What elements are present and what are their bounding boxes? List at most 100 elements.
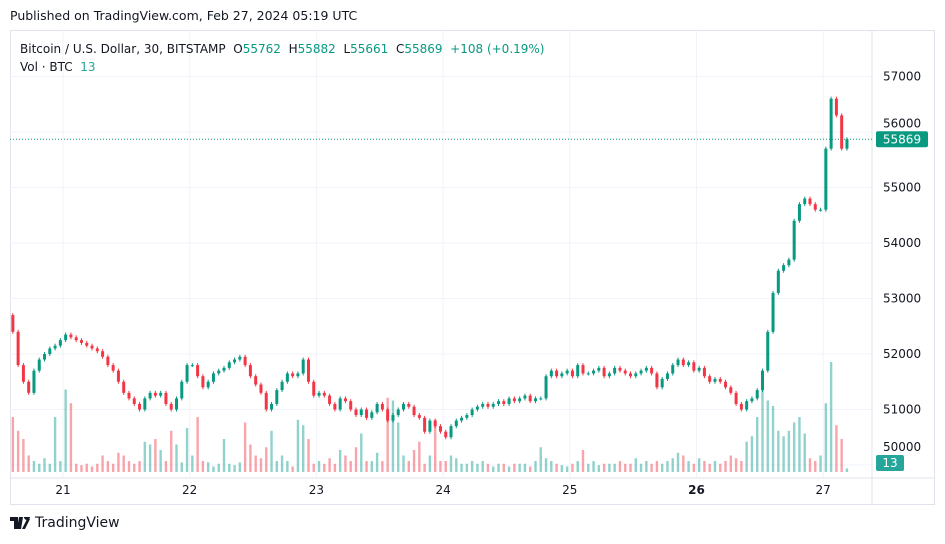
volume-bar (370, 461, 374, 472)
candle (53, 345, 57, 349)
close-label: C (395, 42, 405, 56)
candle (581, 365, 585, 374)
volume-bar (259, 458, 263, 472)
tradingview-logo[interactable]: TradingView (10, 515, 120, 531)
volume-bar (32, 461, 36, 472)
volume-bar (138, 461, 141, 472)
candle (391, 415, 395, 421)
candle (222, 367, 226, 371)
volume-bar (845, 468, 849, 472)
price-tick-label: 50000 (883, 440, 921, 454)
volume-bar (27, 455, 30, 472)
candle (159, 392, 163, 396)
volume-bar (265, 447, 268, 472)
volume-bar (613, 463, 616, 472)
candle (650, 367, 654, 374)
volume-bar (423, 463, 426, 472)
volume-bar (270, 430, 273, 472)
candle (475, 406, 479, 410)
volume-bar (212, 466, 215, 472)
volume-bar (148, 444, 152, 472)
volume-bar (729, 455, 733, 472)
last-volume-badge (876, 455, 904, 471)
candle (127, 392, 131, 399)
volume-bar (391, 400, 395, 472)
candle (122, 381, 126, 393)
volume-bar (328, 458, 331, 472)
volume-bar (708, 463, 711, 472)
chart-frame[interactable] (10, 30, 935, 505)
volume-bar (48, 463, 52, 472)
volume-bar (249, 444, 252, 472)
volume-bar (666, 461, 669, 472)
candle (248, 365, 252, 377)
candle (623, 370, 627, 374)
candle (607, 373, 611, 377)
volume-bar (228, 463, 231, 472)
candle (549, 370, 553, 377)
volume-bar (829, 362, 833, 472)
candle (687, 362, 691, 366)
candle (349, 401, 353, 410)
volume-bar (164, 461, 168, 472)
candle (407, 403, 411, 407)
candle (724, 381, 728, 388)
candle (27, 381, 31, 393)
candle (74, 337, 78, 341)
price-tick-label: 56000 (883, 116, 921, 130)
candle (69, 334, 73, 338)
time-tick-label: 24 (435, 483, 450, 497)
candle (702, 367, 706, 377)
volume-row: Vol · BTC 13 (20, 58, 544, 76)
candle (644, 367, 648, 371)
volume-bar (275, 461, 279, 472)
candle (386, 409, 390, 421)
candle (639, 370, 643, 374)
volume-value: 13 (80, 60, 96, 74)
candle (470, 409, 474, 416)
candle (713, 378, 717, 382)
volume-bar (312, 463, 315, 472)
candle (185, 365, 189, 382)
candle (845, 139, 849, 149)
candle (528, 395, 532, 402)
volume-bar (455, 458, 458, 472)
candle (676, 359, 680, 366)
candle (428, 420, 432, 432)
volume-bar (243, 422, 247, 472)
candle (449, 426, 453, 438)
candle (745, 401, 749, 410)
candle (306, 359, 310, 382)
close-value: 55869 (404, 42, 443, 56)
candle (787, 259, 791, 266)
candle (132, 398, 136, 404)
high-label: H (288, 42, 298, 56)
volume-bar (64, 389, 67, 472)
volume-bar (444, 461, 447, 472)
volume-bar (360, 433, 363, 472)
candle (333, 403, 337, 410)
candle (729, 387, 733, 393)
candle (755, 390, 759, 399)
candle (359, 409, 363, 416)
candle (285, 373, 289, 382)
volume-bar (835, 425, 838, 472)
volume-bar (771, 406, 775, 472)
volume-bar (682, 455, 685, 472)
price-tick-label: 54000 (883, 236, 921, 250)
candle (655, 373, 659, 388)
volume-bar (233, 465, 236, 472)
volume-bar (354, 447, 358, 472)
open-value: 55762 (242, 42, 281, 56)
candle (259, 384, 263, 393)
candle (766, 331, 770, 371)
volume-bar (217, 463, 220, 472)
candle (565, 370, 569, 374)
volume-bar (117, 452, 120, 472)
volume-bar (713, 461, 717, 472)
volume-bar (740, 461, 743, 472)
volume-bar (428, 455, 432, 472)
candle (280, 381, 284, 391)
volume-bar (349, 461, 352, 472)
